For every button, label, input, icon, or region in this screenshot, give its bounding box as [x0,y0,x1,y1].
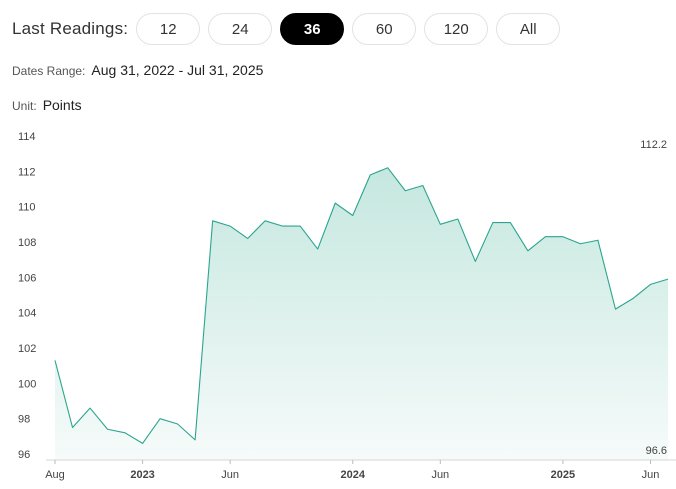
y-tick-label: 114 [18,131,36,143]
y-tick-label: 104 [18,308,36,320]
x-tick-label: Jun [642,469,660,481]
dates-range: Dates Range: Aug 31, 2022 - Jul 31, 2025 [12,62,263,78]
series-area [55,167,668,461]
last-readings-label: Last Readings: [12,19,129,38]
range-button-24[interactable]: 24 [208,13,273,45]
range-button-12[interactable]: 12 [136,13,201,45]
y-tick-label: 96 [18,449,30,461]
dates-range-label: Dates Range: [12,64,86,78]
range-button-120[interactable]: 120 [424,13,489,45]
y-tick-label: 112 [18,166,36,178]
unit-label: Unit: [12,99,37,113]
y-tick-label: 98 [18,414,30,426]
x-tick-label: 2024 [341,469,366,481]
range-button-all[interactable]: All [496,13,561,45]
x-tick-label: 2023 [130,469,154,481]
x-tick-label: Aug [45,469,65,481]
readings-toolbar: Last Readings: 12 24 36 60 120 All [12,13,568,45]
unit-info: Unit: Points [12,97,82,113]
y-tick-label: 106 [18,272,36,284]
range-button-36[interactable]: 36 [280,13,345,45]
y-tick-label: 102 [18,343,36,355]
x-tick-label: 2025 [551,469,575,481]
series-line[interactable] [54,167,669,444]
range-button-60[interactable]: 60 [352,13,417,45]
unit-value: Points [42,97,82,113]
y-tick-label: 100 [18,378,36,390]
max-value-label: 112.2 [640,139,667,151]
min-value-label: 96.6 [646,445,667,457]
x-tick-label: Jun [431,469,449,481]
dates-range-value: Aug 31, 2022 - Jul 31, 2025 [91,62,264,78]
y-tick-label: 108 [18,237,36,249]
x-tick-label: Jun [221,469,239,481]
y-tick-label: 110 [18,202,36,214]
